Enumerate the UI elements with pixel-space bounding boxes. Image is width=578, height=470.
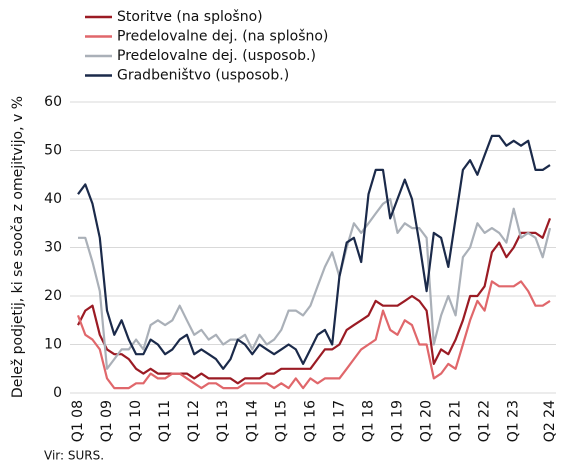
line (76, 280, 551, 390)
x-tick-label: Q1 08 (70, 400, 86, 442)
legend-label: Predelovalne dej. (usposob.) (117, 48, 316, 64)
source: Vir: SURS. (44, 449, 104, 463)
legend-label: Storitve (na splošno) (117, 9, 263, 25)
x-tick-label: Q1 16 (302, 400, 318, 442)
y-tick-label: 60 (44, 94, 62, 110)
x-tick-label: Q1 21 (448, 400, 464, 442)
x-tick-label: Q1 19 (390, 400, 406, 442)
y-tick-label: 0 (53, 385, 62, 401)
x-tick-label: Q1 10 (128, 400, 144, 442)
y-tick-label: 30 (44, 240, 62, 256)
x-tick-label: Q1 17 (331, 400, 347, 442)
x-tick-label: Q1 23 (506, 400, 522, 442)
line (77, 134, 551, 370)
x-tick-label: Q1 12 (186, 400, 202, 442)
x-tick-label: Q1 20 (419, 400, 435, 442)
x-tick-label: Q1 22 (477, 400, 493, 442)
line (78, 197, 552, 370)
x-tick-label: Q1 09 (99, 400, 115, 442)
x-tick-label: Q1 15 (273, 400, 289, 442)
y-tick-label: 10 (44, 337, 62, 353)
x-tick-label: Q2 24 (542, 400, 558, 442)
x-tick-label: Q1 11 (157, 400, 173, 442)
y-axis-title: Delež podjetij, ki se sooča z omejitvijo… (10, 96, 26, 398)
x-tick-label: Q1 18 (360, 400, 376, 442)
legend-label: Predelovalne dej. (na splošno) (117, 29, 328, 45)
y-tick-label: 50 (44, 143, 62, 159)
legend-label: Gradbeništvo (usposob.) (117, 68, 289, 84)
y-tick-label: 20 (44, 288, 62, 304)
x-tick-label: Q1 13 (215, 400, 231, 442)
line (77, 218, 552, 385)
x-tick-label: Q1 14 (244, 400, 260, 442)
y-tick-label: 40 (44, 191, 62, 207)
